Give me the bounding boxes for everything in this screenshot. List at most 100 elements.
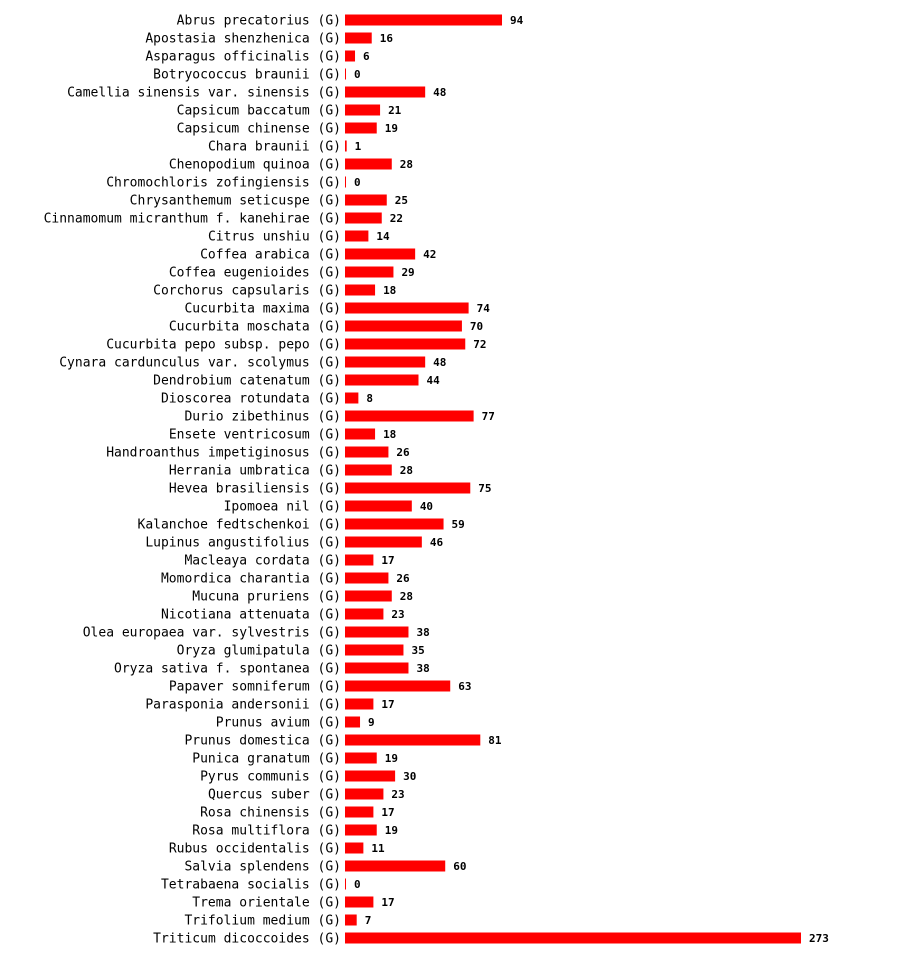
bar (345, 14, 503, 26)
bar (345, 122, 377, 134)
category-label: Kalanchoe fedtschenkoi (G) (138, 518, 342, 533)
value-label: 6 (363, 50, 370, 63)
value-label: 16 (380, 32, 394, 45)
value-label: 18 (383, 284, 396, 297)
value-label: 26 (396, 572, 410, 585)
bar (345, 266, 394, 278)
value-label: 48 (433, 356, 446, 369)
bar (345, 176, 346, 188)
bar (345, 716, 361, 728)
value-label: 59 (452, 518, 465, 531)
bar (345, 392, 359, 404)
bar (345, 518, 444, 530)
category-label: Asparagus officinalis (G) (145, 50, 341, 65)
category-label: Nicotiana attenuata (G) (161, 608, 341, 623)
category-label: Cinnamomum micranthum f. kanehirae (G) (44, 212, 341, 227)
value-label: 48 (433, 86, 446, 99)
category-label: Prunus avium (G) (216, 716, 341, 731)
bar (345, 194, 387, 206)
bar (345, 284, 376, 296)
category-label: Macleaya cordata (G) (184, 554, 341, 569)
value-label: 17 (381, 896, 394, 909)
category-label: Quercus suber (G) (208, 788, 341, 803)
category-label: Chenopodium quinoa (G) (169, 158, 341, 173)
value-label: 81 (488, 734, 502, 747)
value-label: 70 (470, 320, 483, 333)
category-label: Cucurbita pepo subsp. pepo (G) (106, 338, 341, 353)
bar (345, 842, 364, 854)
value-label: 38 (416, 662, 429, 675)
category-label: Trema orientale (G) (192, 896, 341, 911)
bar (345, 320, 462, 332)
bar (345, 500, 412, 512)
value-label: 28 (400, 464, 413, 477)
value-label: 94 (510, 14, 524, 27)
bar (345, 770, 396, 782)
value-label: 72 (473, 338, 486, 351)
bar (345, 680, 451, 692)
category-label: Dioscorea rotundata (G) (161, 392, 341, 407)
bar (345, 806, 374, 818)
value-label: 46 (430, 536, 444, 549)
value-label: 19 (385, 122, 398, 135)
bar (345, 356, 426, 368)
category-label: Chrysanthemum seticuspe (G) (130, 194, 341, 209)
category-label: Cucurbita moschata (G) (169, 320, 341, 335)
bar (345, 374, 419, 386)
bar (345, 104, 381, 116)
bar (345, 338, 466, 350)
value-label: 63 (458, 680, 471, 693)
bar (345, 932, 801, 944)
bar (345, 536, 422, 548)
value-label: 0 (354, 68, 361, 81)
bar (345, 698, 374, 710)
bar (345, 824, 377, 836)
category-label: Rosa chinensis (G) (200, 806, 341, 821)
value-label: 1 (355, 140, 362, 153)
category-label: Mucuna pruriens (G) (192, 590, 341, 605)
category-label: Papaver somniferum (G) (169, 680, 341, 695)
bar (345, 734, 481, 746)
bar (345, 302, 469, 314)
bar (345, 410, 474, 422)
category-label: Abrus precatorius (G) (177, 14, 341, 29)
category-label: Rubus occidentalis (G) (169, 842, 341, 857)
category-label: Hevea brasiliensis (G) (169, 482, 341, 497)
value-label: 22 (390, 212, 403, 225)
bar (345, 212, 382, 224)
value-label: 60 (453, 860, 466, 873)
bar (345, 482, 471, 494)
category-label: Chromochloris zofingiensis (G) (106, 176, 341, 191)
value-label: 30 (403, 770, 416, 783)
value-label: 74 (477, 302, 491, 315)
value-label: 17 (381, 698, 394, 711)
value-label: 26 (396, 446, 410, 459)
category-label: Parasponia andersonii (G) (145, 698, 341, 713)
value-label: 18 (383, 428, 396, 441)
value-label: 29 (401, 266, 414, 279)
bar (345, 158, 392, 170)
category-label: Durio zibethinus (G) (184, 410, 341, 425)
value-label: 14 (376, 230, 390, 243)
category-label: Momordica charantia (G) (161, 572, 341, 587)
value-label: 25 (395, 194, 408, 207)
value-label: 0 (354, 176, 361, 189)
category-label: Oryza glumipatula (G) (177, 644, 341, 659)
category-label: Coffea arabica (G) (200, 248, 341, 263)
value-label: 35 (411, 644, 424, 657)
bar (345, 590, 392, 602)
value-label: 0 (354, 878, 361, 891)
category-label: Ensete ventricosum (G) (169, 428, 341, 443)
category-label: Chara braunii (G) (208, 140, 341, 155)
category-label: Capsicum baccatum (G) (177, 104, 341, 119)
category-label: Punica granatum (G) (192, 752, 341, 767)
bar (345, 572, 389, 584)
category-label: Corchorus capsularis (G) (153, 284, 341, 299)
value-label: 23 (391, 608, 404, 621)
bar (345, 50, 356, 62)
category-label: Pyrus communis (G) (200, 770, 341, 785)
value-label: 77 (482, 410, 495, 423)
category-label: Ipomoea nil (G) (224, 500, 341, 515)
bar (345, 752, 377, 764)
value-label: 44 (426, 374, 440, 387)
